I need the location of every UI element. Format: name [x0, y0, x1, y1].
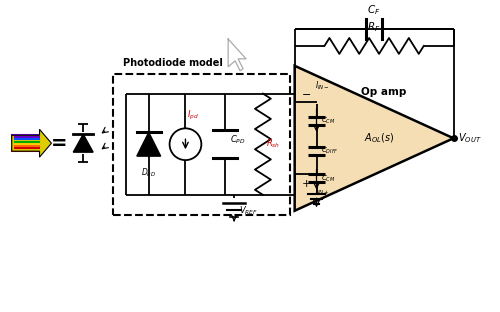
Text: $C_{DIFF}$: $C_{DIFF}$: [322, 146, 340, 156]
Text: Photodiode model: Photodiode model: [123, 58, 223, 68]
Text: $-$: $-$: [300, 88, 311, 98]
Text: =: =: [51, 134, 68, 153]
Text: $R_F$: $R_F$: [368, 20, 381, 34]
Polygon shape: [74, 134, 93, 152]
Text: Op amp: Op amp: [362, 87, 406, 97]
Text: $+$: $+$: [300, 178, 311, 189]
Text: $C_{CM}$: $C_{CM}$: [322, 116, 336, 126]
Text: $I_{pd}$: $I_{pd}$: [188, 109, 200, 122]
Text: $V_{OUT}$: $V_{OUT}$: [458, 131, 482, 145]
Polygon shape: [137, 132, 160, 156]
Text: $R_{sh}$: $R_{sh}$: [266, 138, 280, 150]
Text: $I_{IN+}$: $I_{IN+}$: [314, 184, 330, 197]
Text: $A_{OL}(s)$: $A_{OL}(s)$: [364, 131, 394, 145]
Text: $C_F$: $C_F$: [368, 3, 381, 17]
Polygon shape: [12, 129, 51, 157]
Text: $C_{CM}$: $C_{CM}$: [322, 173, 336, 183]
Text: $D_{PD}$: $D_{PD}$: [142, 166, 156, 178]
Text: $V_{REF}$: $V_{REF}$: [239, 205, 258, 217]
Polygon shape: [294, 66, 454, 211]
Text: $I_{IN-}$: $I_{IN-}$: [314, 80, 330, 92]
Text: $C_{PD}$: $C_{PD}$: [230, 134, 246, 147]
